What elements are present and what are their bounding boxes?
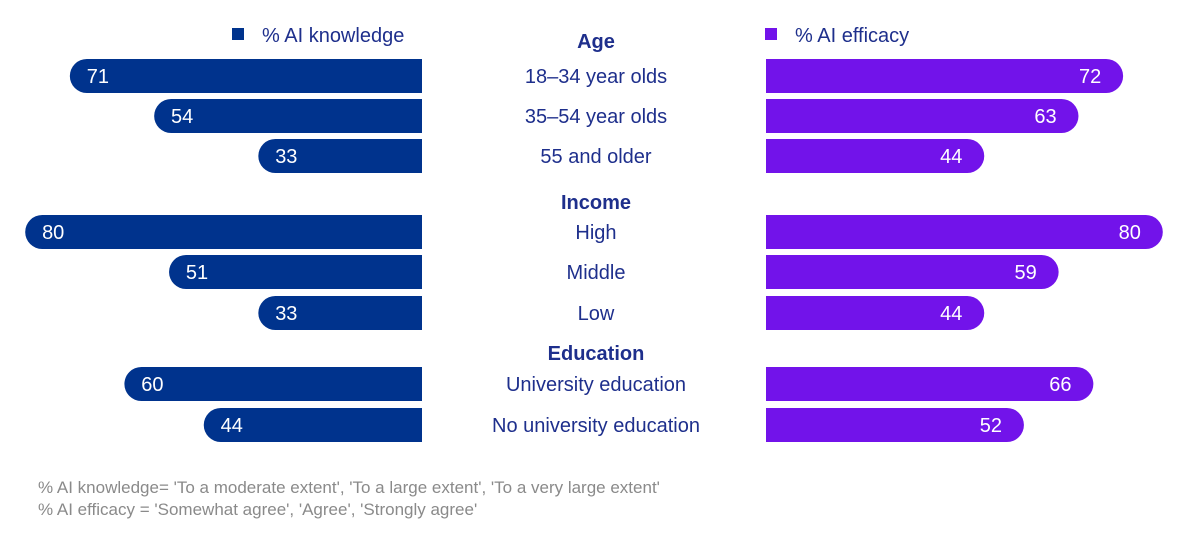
data-label-knowledge: 60 (141, 374, 163, 396)
group-label: Age (577, 31, 615, 53)
bar-efficacy (766, 215, 1163, 249)
category-label: High (575, 222, 616, 244)
group-label: Education (548, 343, 645, 365)
data-label-knowledge: 44 (221, 415, 243, 437)
data-label-efficacy: 44 (940, 303, 962, 325)
bar-knowledge (154, 99, 422, 133)
group-label: Income (561, 192, 631, 214)
category-label: Low (578, 303, 615, 325)
data-label-knowledge: 71 (87, 66, 109, 88)
bar-knowledge (169, 255, 422, 289)
bar-efficacy (766, 99, 1079, 133)
data-label-efficacy: 52 (980, 415, 1002, 437)
bar-knowledge (69, 59, 422, 93)
category-label: 18–34 year olds (525, 66, 667, 88)
bar-efficacy (766, 59, 1124, 93)
category-label: University education (506, 374, 686, 396)
footnote-knowledge: % AI knowledge= 'To a moderate extent', … (38, 478, 660, 497)
data-label-knowledge: 33 (275, 146, 297, 168)
legend-swatch-knowledge (232, 28, 244, 40)
bar-efficacy (766, 367, 1094, 401)
bar-knowledge (258, 296, 422, 330)
data-label-knowledge: 54 (171, 106, 193, 128)
data-label-knowledge: 80 (42, 222, 64, 244)
data-label-efficacy: 66 (1049, 374, 1071, 396)
data-label-efficacy: 72 (1079, 66, 1101, 88)
footnote-efficacy: % AI efficacy = 'Somewhat agree', 'Agree… (38, 500, 478, 519)
bar-efficacy (766, 408, 1024, 442)
bar-knowledge (203, 408, 422, 442)
category-label: 55 and older (540, 146, 652, 168)
category-label: No university education (492, 415, 700, 437)
data-label-efficacy: 63 (1034, 106, 1056, 128)
legend-swatch-efficacy (765, 28, 777, 40)
data-label-efficacy: 80 (1119, 222, 1141, 244)
data-label-efficacy: 44 (940, 146, 962, 168)
data-label-efficacy: 59 (1015, 262, 1037, 284)
category-label: 35–54 year olds (525, 106, 667, 128)
bar-knowledge (124, 367, 423, 401)
bar-knowledge (25, 215, 422, 249)
legend-label-knowledge: % AI knowledge (262, 25, 404, 47)
data-label-knowledge: 51 (186, 262, 208, 284)
bar-efficacy (766, 255, 1059, 289)
legend-label-efficacy: % AI efficacy (795, 25, 909, 47)
bar-knowledge (258, 139, 422, 173)
bar-efficacy (766, 139, 985, 173)
data-label-knowledge: 33 (275, 303, 297, 325)
category-label: Middle (567, 262, 626, 284)
bar-efficacy (766, 296, 985, 330)
